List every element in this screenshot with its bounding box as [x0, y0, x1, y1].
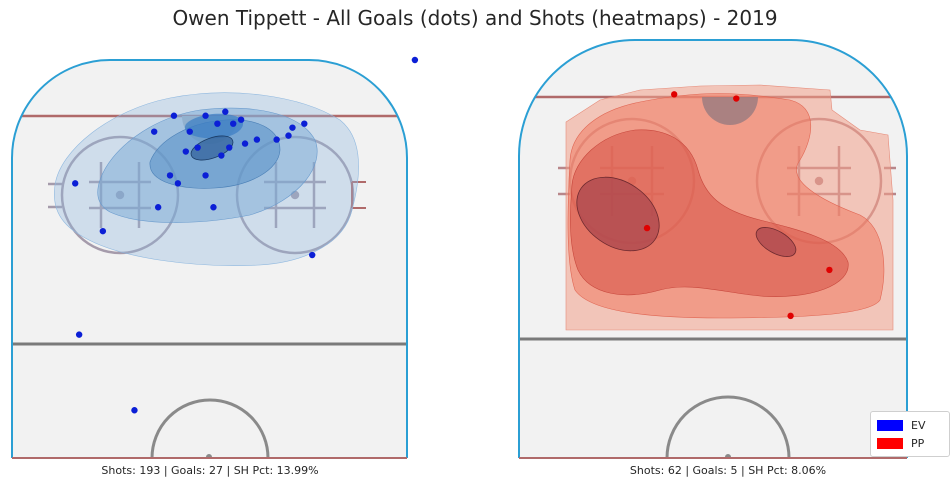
left-goal-dot [194, 144, 201, 151]
left-goal-markers [72, 56, 419, 414]
left-goal-dot [154, 204, 162, 211]
right-goal-dot [733, 95, 740, 102]
right-rink [518, 39, 908, 459]
left-goal-dot [253, 136, 261, 143]
left-goal-dot [214, 120, 221, 127]
left-goal-dot [151, 128, 158, 135]
left-boards [11, 59, 408, 458]
left-goal-dot [289, 124, 296, 131]
right-goal-crease [702, 97, 758, 125]
chart-title: Owen Tippett - All Goals (dots) and Shot… [172, 6, 778, 30]
left-goal-dot [186, 128, 193, 135]
left-goal-dot [285, 132, 292, 139]
left-goal-dot [99, 227, 107, 235]
legend-label-ev: EV [911, 418, 926, 432]
right-goal-markers [643, 91, 833, 320]
left-rink [11, 59, 408, 459]
left-shot-heatmap [54, 92, 359, 266]
left-goal-dot [75, 331, 83, 338]
right-panel-caption: Shots: 62 | Goals: 5 | SH Pct: 8.06% [629, 464, 827, 477]
left-goal-dot [301, 120, 308, 127]
right-shot-heatmap [565, 84, 894, 331]
legend-swatch-ev [877, 419, 903, 431]
left-goal-dot [202, 112, 209, 119]
left-panel-caption: Shots: 193 | Goals: 27 | SH Pct: 13.99% [101, 464, 319, 477]
left-goal-dot [273, 136, 280, 143]
left-goal-dot [131, 407, 138, 414]
left-goal-dot [237, 116, 245, 123]
left-goal-dot [230, 120, 237, 127]
right-heat-peak-right [755, 227, 797, 257]
left-goal-dot [210, 204, 217, 211]
left-goal-dot [166, 172, 174, 179]
legend: EV PP [870, 411, 950, 457]
left-goal-dot [411, 56, 419, 64]
right-boards [518, 39, 908, 458]
left-goal-dot [222, 108, 229, 115]
left-goal-dot [170, 112, 178, 119]
right-heat-peak-left [576, 176, 660, 252]
left-goal-dot [72, 180, 79, 187]
legend-swatch-pp [877, 437, 903, 449]
left-goal-dot [202, 172, 209, 179]
legend-item-ev: EV [877, 416, 943, 434]
left-goal-dot [218, 152, 225, 159]
right-goal-dot [671, 91, 678, 98]
left-goal-dot [226, 144, 233, 151]
left-goal-dot [241, 140, 249, 147]
right-goal-dot [826, 266, 833, 274]
right-goal-dot [787, 312, 794, 320]
left-goal-dot [309, 251, 316, 259]
legend-label-pp: PP [911, 436, 925, 450]
left-goal-dot [182, 148, 189, 155]
left-heat-level-4 [184, 113, 244, 139]
right-goal-dot [643, 224, 651, 232]
right-center-circle [665, 395, 791, 458]
left-goal-dot [174, 180, 182, 187]
legend-item-pp: PP [877, 434, 943, 452]
left-center-circle [150, 398, 270, 458]
